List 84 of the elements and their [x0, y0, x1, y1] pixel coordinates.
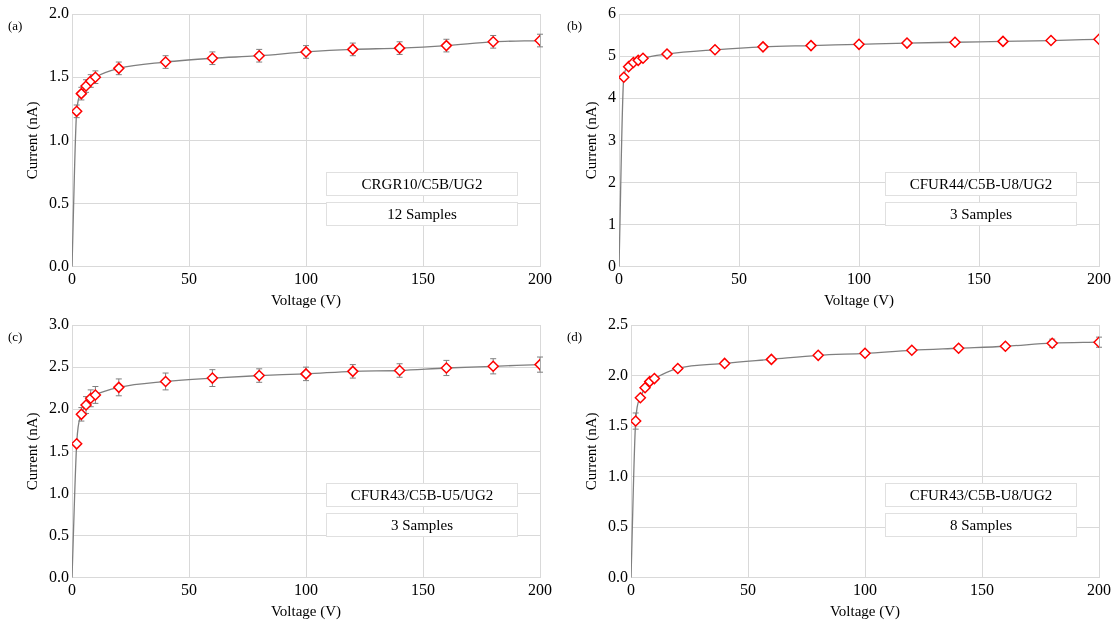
y-tick-label: 2.0	[49, 4, 69, 22]
point	[72, 438, 83, 450]
point	[812, 349, 824, 362]
x-axis-title: Voltage (V)	[270, 291, 342, 309]
point	[853, 38, 865, 51]
point	[906, 344, 918, 357]
y-tick-label: 0	[608, 257, 616, 274]
y-tick-label: 2.5	[49, 357, 69, 375]
y-axis-title: Current (nA)	[23, 101, 41, 180]
x-tick-label: 150	[970, 580, 994, 598]
point	[765, 353, 778, 366]
point	[718, 357, 731, 370]
y-tick-label: 1	[608, 214, 616, 232]
text-box: CFUR44/C5B-U8/UG2	[885, 172, 1077, 196]
x-tick-label: 50	[181, 580, 197, 598]
y-tick-label: 2.0	[49, 399, 69, 417]
text-box: 3 Samples	[326, 513, 518, 537]
x-tick-label: 200	[1087, 580, 1111, 598]
x-tick-label: 200	[1087, 269, 1111, 287]
text: (d)	[567, 329, 583, 345]
point	[997, 35, 1009, 48]
y-tick-label: 0.0	[49, 257, 69, 274]
text: (c)	[8, 329, 23, 345]
y-tick-label: 1.5	[608, 416, 628, 434]
x-axis-title: Voltage (V)	[823, 291, 895, 309]
x-tick-label: 100	[294, 580, 318, 598]
y-tick-label: 0.5	[49, 193, 69, 211]
point	[952, 342, 965, 355]
point	[639, 381, 651, 394]
text-box: CRGR10/C5B/UG2	[326, 172, 518, 196]
point	[999, 340, 1012, 352]
y-tick-label: 1.5	[49, 67, 69, 85]
y-tick-label: 6	[608, 4, 616, 22]
text: (b)	[567, 18, 583, 34]
point	[901, 37, 913, 49]
text: (a)	[8, 18, 23, 34]
y-tick-label: 0.0	[608, 568, 628, 585]
point	[859, 347, 871, 360]
y-tick-label: 1.0	[49, 130, 69, 148]
y-tick-label: 2.5	[608, 315, 628, 333]
point	[949, 36, 961, 48]
y-axis-title: Current (nA)	[582, 412, 600, 491]
point	[709, 44, 721, 56]
x-tick-label: 100	[294, 269, 318, 287]
y-axis-title: Current (nA)	[23, 412, 41, 491]
x-axis-title: Voltage (V)	[270, 602, 342, 620]
y-tick-label: 1.5	[49, 441, 69, 459]
x-tick-label: 50	[731, 269, 747, 287]
point	[805, 39, 817, 52]
y-tick-label: 1.0	[49, 483, 69, 501]
x-tick-label: 100	[853, 580, 877, 598]
x-tick-label: 150	[967, 269, 991, 287]
point	[637, 52, 649, 64]
point	[672, 362, 684, 375]
y-tick-label: 4	[608, 88, 616, 106]
y-tick-label: 3	[608, 130, 616, 148]
y-tick-label: 1.0	[608, 466, 628, 484]
y-tick-label: 5	[608, 46, 616, 64]
x-tick-label: 150	[411, 269, 435, 287]
x-tick-label: 50	[740, 580, 756, 598]
x-tick-label: 200	[528, 580, 552, 598]
point	[648, 372, 661, 385]
y-tick-label: 2.0	[608, 365, 628, 383]
y-tick-label: 0.5	[49, 525, 69, 543]
x-tick-label: 50	[181, 269, 197, 287]
point	[661, 48, 673, 60]
y-tick-label: 3.0	[49, 315, 69, 333]
point	[634, 392, 647, 404]
y-axis-title: Current (nA)	[582, 101, 600, 180]
text-box: CFUR43/C5B-U5/UG2	[326, 483, 518, 507]
y-tick-label: 0.0	[49, 568, 69, 585]
y-tick-label: 0.5	[608, 517, 628, 535]
x-tick-label: 200	[528, 269, 552, 287]
x-axis-title: Voltage (V)	[829, 602, 901, 620]
point	[619, 71, 630, 83]
text-box: 12 Samples	[326, 202, 518, 226]
text-box: 8 Samples	[885, 513, 1077, 537]
y-tick-label: 2	[608, 172, 616, 190]
x-tick-label: 100	[847, 269, 871, 287]
text-box: 3 Samples	[885, 202, 1077, 226]
point	[1045, 34, 1057, 47]
x-tick-label: 150	[411, 580, 435, 598]
point	[757, 41, 769, 53]
text-box: CFUR43/C5B-U8/UG2	[885, 483, 1077, 507]
